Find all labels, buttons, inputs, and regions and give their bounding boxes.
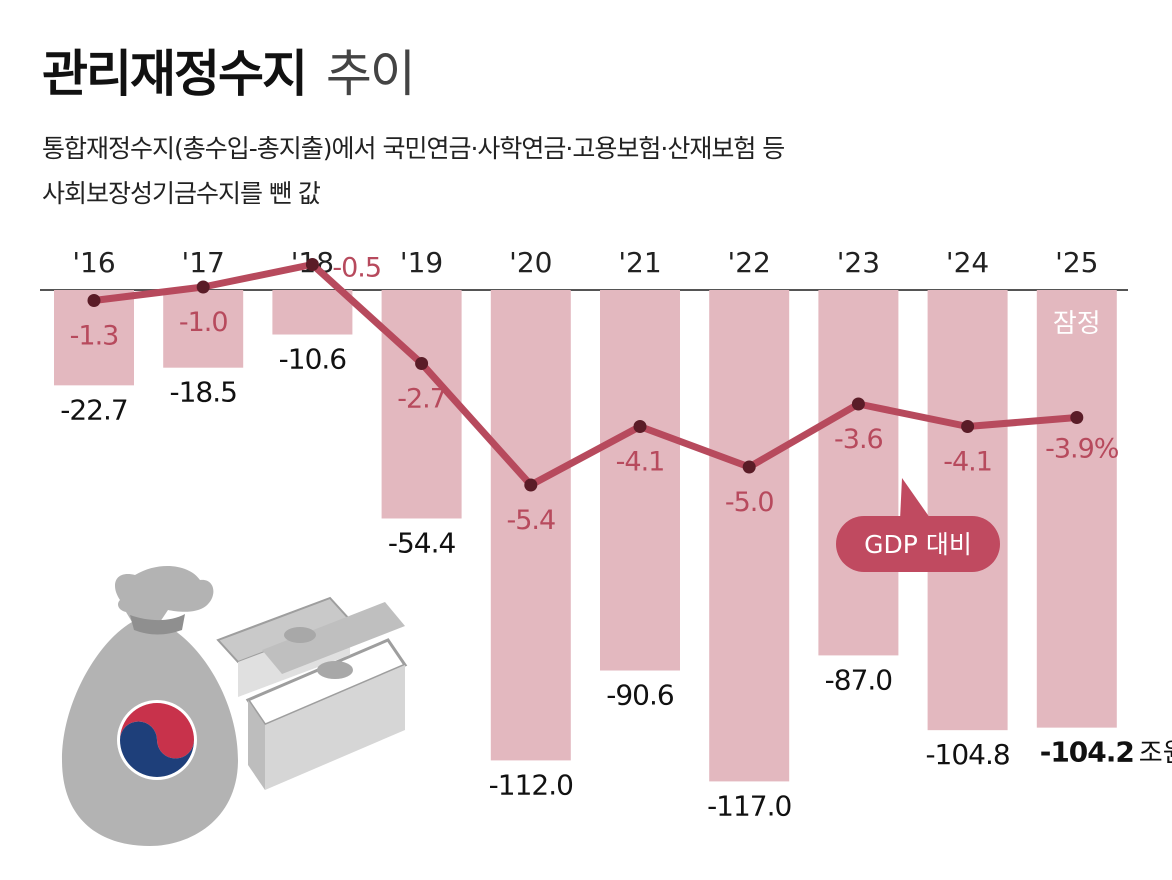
bar	[381, 290, 462, 519]
gdp-ratio-label: -4.1	[616, 447, 665, 478]
gdp-ratio-line	[93, 261, 1078, 489]
bar	[163, 290, 244, 368]
year-label: '21	[618, 246, 661, 279]
gdp-ratio-point	[742, 460, 756, 474]
gdp-ratio-label: -3.6	[834, 424, 883, 455]
year-label: '20	[509, 246, 552, 279]
amount-labels: -22.7 -18.5 -10.6 -54.4 -112.0 -90.6 -117.0 -87…	[60, 343, 1135, 823]
gdp-ratio-point	[415, 357, 429, 370]
year-label: '16	[72, 246, 115, 279]
callout-label: GDP 대비	[864, 530, 972, 559]
gdp-ratio-point	[524, 478, 538, 492]
year-label: '19	[400, 246, 443, 279]
amount-label: -117.0	[707, 789, 791, 822]
gdp-ratio-labels: -1.3 -1.0 -0.5 -2.7 -5.4 -4.1 -5.0 -3.6 -4.1 -3.9…	[70, 253, 1120, 537]
bar	[272, 290, 353, 335]
page-title: 관리재정수지 추이	[42, 34, 416, 106]
provisional-note: 잠정	[1053, 309, 1101, 339]
year-label: '23	[837, 246, 880, 279]
subtitle-line-2: 사회보장성기금수지를 뺀 값	[42, 179, 321, 208]
callout-pointer	[900, 478, 930, 520]
bar	[927, 290, 1008, 731]
year-label: '25	[1055, 246, 1098, 279]
bar	[490, 290, 571, 761]
bar	[709, 290, 790, 782]
amount-label: -54.4	[388, 526, 456, 559]
legend-callout: GDP 대비	[836, 478, 1000, 572]
gdp-ratio-points	[87, 258, 1084, 492]
gdp-ratio-point	[633, 420, 647, 433]
gdp-ratio-point	[851, 397, 865, 411]
gdp-ratio-point	[1070, 411, 1084, 424]
title-bold: 관리재정수지	[42, 45, 308, 103]
cash-stack-icon	[216, 596, 408, 790]
amount-label: -22.7	[60, 393, 127, 426]
unit-label: 조원	[1139, 739, 1172, 769]
callout-badge	[836, 516, 1000, 572]
amount-label: -87.0	[825, 663, 892, 696]
gdp-ratio-label: -3.9%	[1045, 434, 1119, 465]
gdp-ratio-point	[87, 294, 101, 307]
gdp-ratio-label: -1.3	[70, 321, 119, 352]
gdp-ratio-label: -4.1	[943, 447, 992, 478]
gdp-ratio-label: -1.0	[179, 307, 228, 338]
title-light: 추이	[325, 45, 416, 103]
money-bag-icon	[62, 565, 238, 846]
gdp-ratio-label: -5.4	[506, 505, 555, 536]
gdp-ratio-point	[196, 280, 210, 294]
bar	[1036, 290, 1117, 728]
bars	[54, 290, 1117, 782]
gdp-ratio-label: -2.7	[397, 384, 446, 415]
amount-label: -104.2	[1040, 736, 1134, 769]
amount-label: -112.0	[489, 768, 573, 801]
amount-label: -10.6	[279, 343, 347, 376]
gdp-ratio-label: -5.0	[725, 487, 774, 518]
year-labels: '16'17'18'19'20'21'22'23'24'25	[72, 246, 1098, 279]
bar	[818, 290, 899, 656]
gdp-ratio-point	[305, 258, 319, 271]
gdp-ratio-label: -0.5	[332, 253, 381, 284]
year-label: '17	[182, 246, 225, 279]
subtitle: 통합재정수지(총수입-총지출)에서 국민연금·사학연금·고용보험·산재보험 등 …	[42, 126, 1042, 216]
amount-label: -104.8	[925, 738, 1009, 771]
gdp-ratio-point	[961, 420, 975, 433]
subtitle-line-1: 통합재정수지(총수입-총지출)에서 국민연금·사학연금·고용보험·산재보험 등	[42, 134, 785, 163]
amount-label: -18.5	[169, 376, 236, 409]
year-label: '22	[728, 246, 771, 279]
bar	[600, 290, 680, 671]
amount-label: -90.6	[606, 679, 674, 712]
year-label: '24	[946, 246, 989, 279]
